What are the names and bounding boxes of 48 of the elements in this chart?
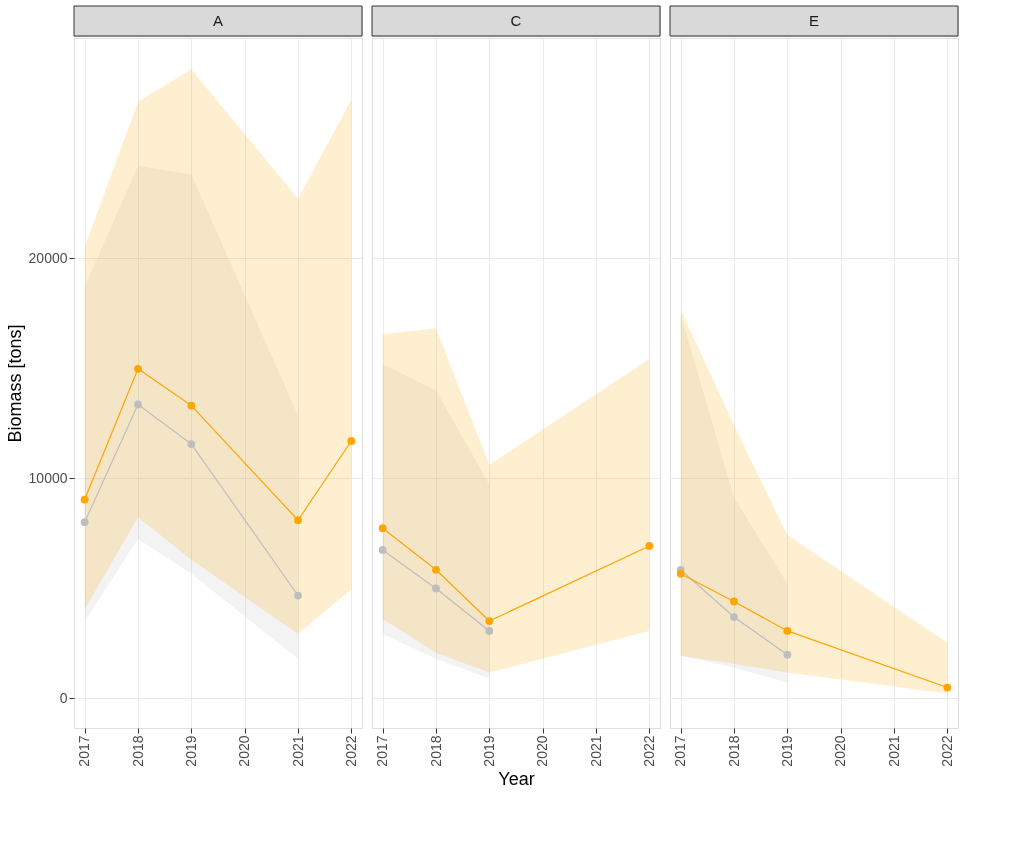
y-axis-title: Biomass [tons] [4, 324, 25, 443]
point [378, 524, 387, 533]
point [294, 591, 302, 600]
x-tick-label: 2022 [938, 735, 955, 767]
point [187, 440, 196, 448]
point [347, 437, 356, 445]
x-tick-label: 2021 [289, 735, 306, 767]
y-tick-label: 10000 [28, 469, 68, 486]
point [80, 518, 89, 527]
point [783, 627, 792, 635]
y-tick-label: 20000 [28, 249, 68, 266]
x-tick-label: 2022 [640, 735, 657, 767]
x-tick-label: 2022 [342, 735, 359, 767]
x-tick-label: 2018 [427, 735, 444, 767]
point [783, 650, 792, 659]
x-tick-label: 2020 [236, 735, 253, 767]
x-tick-label: 2017 [76, 735, 93, 767]
x-tick-label: 2019 [778, 735, 795, 767]
x-tick-label: 2017 [374, 735, 391, 767]
chart-title: A [212, 12, 224, 29]
point [676, 569, 685, 578]
point [730, 613, 738, 621]
chart-title: C [510, 12, 522, 29]
point [294, 516, 302, 525]
point [80, 495, 89, 504]
point [485, 627, 494, 635]
x-tick-label: 2021 [587, 735, 604, 767]
point [730, 597, 738, 606]
x-tick-label: 2018 [129, 735, 146, 767]
point [187, 401, 196, 410]
point [432, 565, 440, 574]
point [432, 584, 440, 593]
x-tick-label: 2017 [672, 735, 689, 767]
point [943, 683, 952, 692]
x-tick-label: 2019 [480, 735, 497, 767]
point [134, 400, 142, 409]
chart-title: E [808, 12, 820, 29]
point [485, 617, 494, 625]
y-tick-label: 0 [59, 689, 68, 706]
x-tick-label: 2020 [832, 735, 849, 767]
point [134, 364, 142, 373]
x-tick-label: 2021 [885, 735, 902, 767]
point [378, 546, 387, 554]
x-axis-title: Year [498, 768, 535, 789]
x-tick-label: 2019 [182, 735, 199, 767]
point [645, 542, 654, 550]
x-tick-label: 2020 [534, 735, 551, 767]
x-tick-label: 2018 [725, 735, 742, 767]
